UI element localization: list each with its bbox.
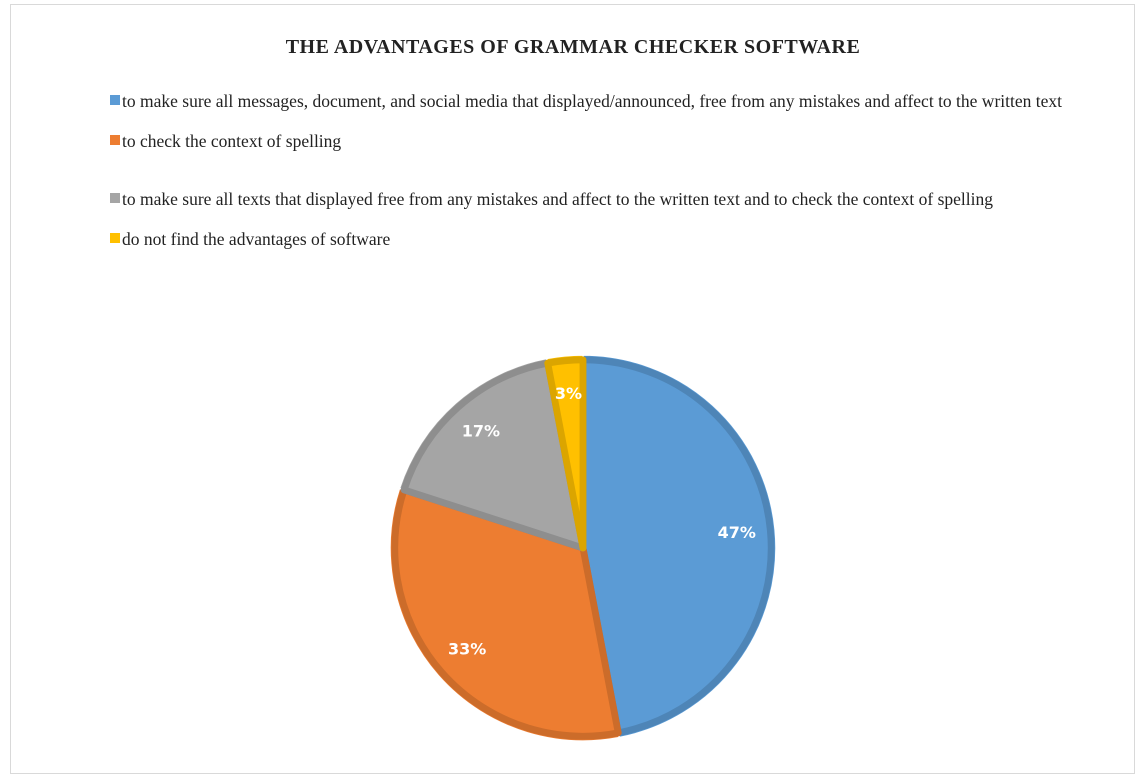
legend: to make sure all messages, document, and… [110,90,1100,268]
legend-label: do not find the advantages of software [122,229,391,249]
legend-item: do not find the advantages of software [110,228,1100,250]
legend-item: to make sure all messages, document, and… [110,90,1100,112]
legend-swatch [110,95,120,105]
legend-item: to check the context of spelling [110,130,1100,152]
slice-outline [391,486,622,740]
legend-label: to make sure all texts that displayed fr… [122,189,993,209]
slice-outline [579,356,775,737]
legend-swatch [110,193,120,203]
slice-outline [544,356,587,552]
data-label: 3% [555,384,582,403]
pie-slice [582,354,777,739]
data-label: 33% [448,640,486,659]
legend-label: to make sure all messages, document, and… [122,91,1062,111]
legend-label: to check the context of spelling [122,131,342,151]
data-label: 17% [462,422,500,441]
legend-swatch [110,233,120,243]
legend-item: to make sure all texts that displayed fr… [110,188,1100,210]
legend-swatch [110,135,120,145]
chart-title: THE ADVANTAGES OF GRAMMAR CHECKER SOFTWA… [285,36,861,58]
slice-outline [400,359,587,552]
data-label: 47% [718,523,756,542]
